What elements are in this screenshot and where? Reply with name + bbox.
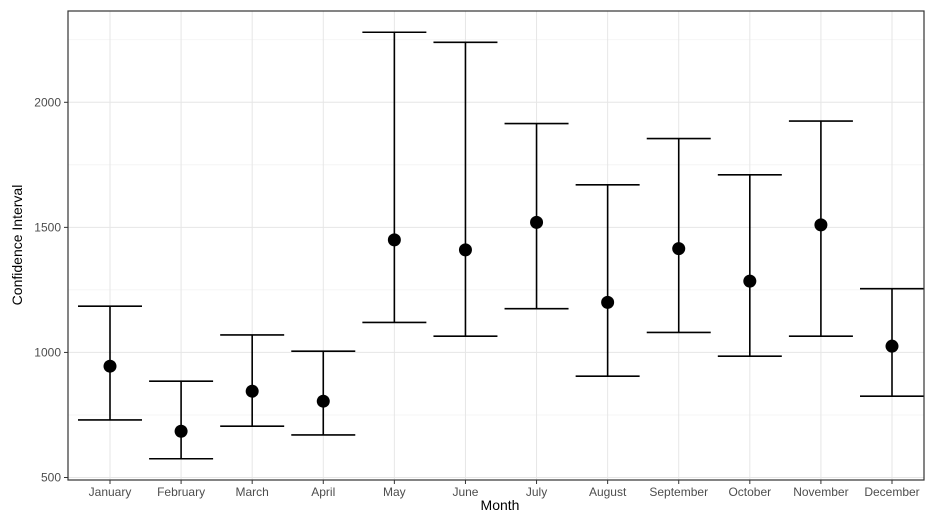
x-tick-label: January <box>89 485 132 499</box>
y-tick-label: 1000 <box>34 345 61 359</box>
y-tick-label: 2000 <box>34 95 61 109</box>
x-tick-label: December <box>864 485 919 499</box>
data-point <box>316 394 330 408</box>
grid-layer <box>68 11 924 480</box>
y-tick-label: 500 <box>41 470 61 484</box>
x-tick-label: August <box>589 485 627 499</box>
panel-border <box>67 10 925 481</box>
data-point <box>530 215 544 229</box>
data-point <box>245 384 259 398</box>
data-point <box>458 243 472 257</box>
data-point <box>103 359 117 373</box>
x-tick-label: July <box>526 485 547 499</box>
x-tick-label: November <box>793 485 848 499</box>
data-point <box>743 274 757 288</box>
data-point <box>601 295 615 309</box>
data-point <box>814 218 828 232</box>
x-tick-label: March <box>236 485 269 499</box>
data-point <box>387 233 401 247</box>
data-point <box>885 339 899 353</box>
y-axis-title: Confidence Interval <box>9 185 25 306</box>
data-point <box>672 242 686 256</box>
axis-layer: 500 1000 1500 2000 January February March April… <box>34 95 919 499</box>
x-tick-label: April <box>311 485 335 499</box>
marks-layer <box>78 31 924 460</box>
data-point <box>174 424 188 438</box>
x-axis-title: Month <box>481 497 520 513</box>
x-tick-label: September <box>649 485 708 499</box>
x-tick-label: June <box>452 485 478 499</box>
x-tick-label: October <box>728 485 771 499</box>
x-tick-label: February <box>157 485 205 499</box>
y-tick-label: 1500 <box>34 220 61 234</box>
x-tick-label: May <box>383 485 406 499</box>
